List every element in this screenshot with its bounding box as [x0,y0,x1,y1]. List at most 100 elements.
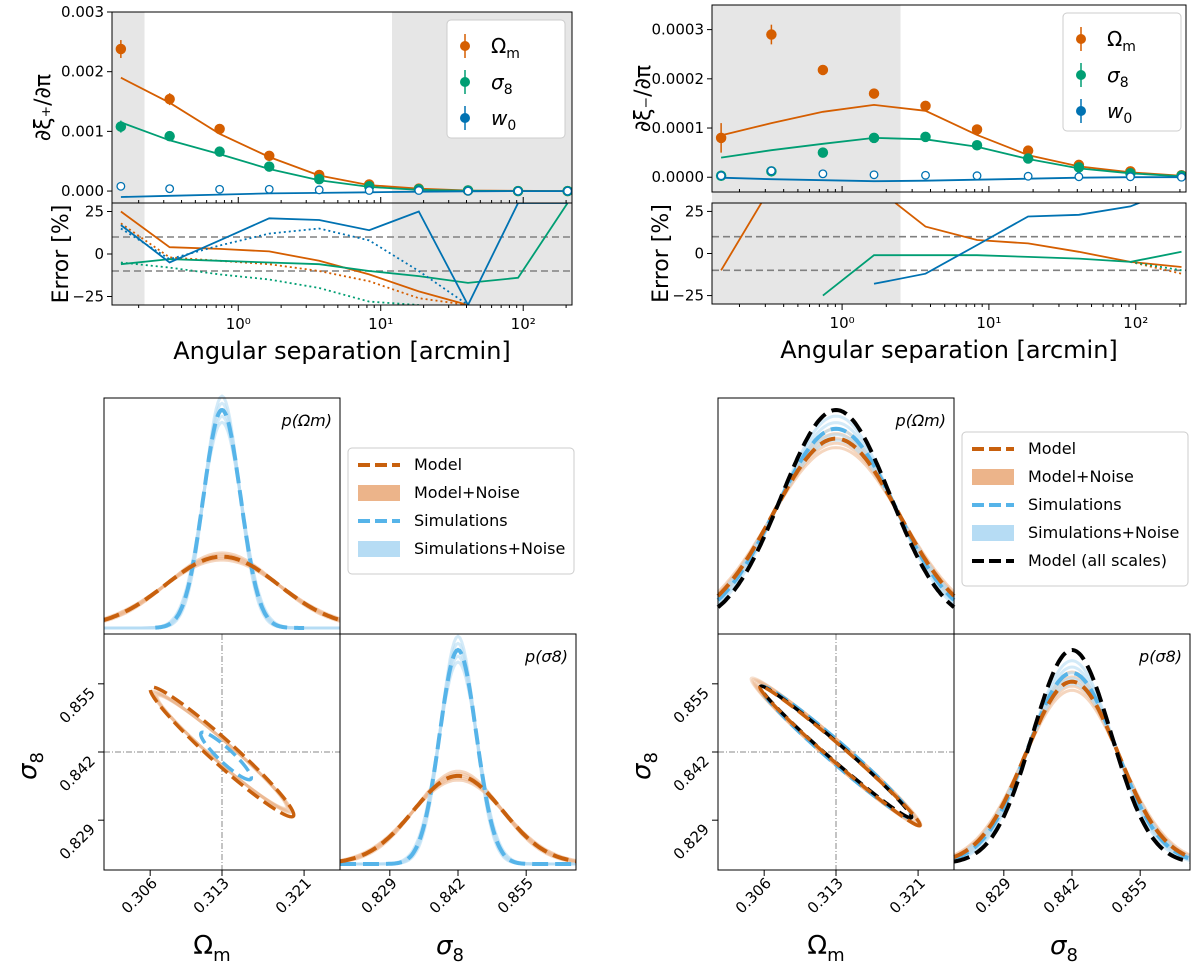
legend-label: Simulations+Noise [1028,523,1179,542]
sigma-tick-label: 0.829 [358,874,401,917]
data-point-w0 [972,171,982,181]
x-label-sigma: σ8 [436,931,464,966]
sigma-tick-label: 0.842 [1040,874,1083,917]
simulations-curve [155,407,305,630]
xtick-label: 10² [511,315,536,333]
model-curve [716,436,956,598]
ytick-label: 0 [94,245,104,263]
posterior-sigma [953,647,1191,864]
axes-frame [339,633,577,871]
error-plot [120,203,569,305]
data-point-sigma [868,132,880,144]
model-all-scales-curve [716,407,956,609]
sigma-tick-label: 0.855 [1108,874,1151,917]
simulations-curve [340,647,576,866]
data-point-sigma [164,130,175,142]
panel-xi_plus: 0.000 0.001 0.002 0.003 25 0 −25 10⁰ 10¹ 10²Angul… [31,3,573,365]
model-line-omega [720,103,1182,177]
data-point-w0 [869,170,879,180]
simulations-ellipse [198,730,254,782]
sim-noise-curve [104,408,340,630]
posterior-sigma [339,634,577,866]
legend-label-omega: Ωm [491,34,520,62]
data-point-omega [766,29,777,40]
data-point-sigma [214,146,225,157]
model-noise-curve [953,688,1191,857]
x-axis-label: Angular separation [arcmin] [173,337,511,365]
data-point-w0 [165,184,175,194]
xtick-label: 10² [1123,314,1148,332]
xtick-label: 10⁰ [830,314,855,332]
ytick-label: 0.002 [61,63,104,81]
y-axis-label-top: ∂ξ₊/∂π [31,74,56,141]
data-point-sigma [115,121,127,132]
data-point-omega [164,93,175,105]
legend-marker-omega [1076,34,1086,44]
corner-corner_right: p(Ωm) p(σ8) 0.306 0.313 0.321 0.829 0.829 0.842… [627,397,1191,966]
y-axis-label-bottom: Error [%] [649,204,674,303]
model-all-scales-curve [953,647,1191,864]
legend-label-w0: w0 [1107,99,1132,127]
data-point-sigma [1073,162,1085,173]
legend-marker-w0 [460,113,470,123]
data-point-w0 [921,170,930,180]
y-label-sigma: σ8 [627,752,662,780]
sigma-ytick-label: 0.855 [670,684,713,727]
ytick-label: −25 [72,288,104,306]
legend-label: Model [414,455,462,474]
model-line-w0 [721,176,1182,183]
model-noise-curve [103,551,341,623]
data-point-w0 [1023,171,1033,181]
data-point-w0 [215,184,225,194]
model-noise-ellipse [153,691,291,813]
sim-noise-curve [104,414,340,630]
data-point-omega [868,88,880,99]
posterior-omega [103,394,341,630]
y-label-sigma-text: σ8 [13,752,48,780]
legend: Ωm σ8 w0 [446,19,566,139]
data-point-sigma [313,173,325,185]
data-point-w0 [1177,172,1186,182]
legend-marker-sigma [460,77,470,87]
data-point-w0 [116,181,126,191]
data-point-w0 [314,185,324,195]
sim-noise-curve [340,654,576,866]
sigma-tick-label: 0.855 [494,874,537,917]
data-point-omega [115,43,127,55]
omega-tick-label: 0.321 [886,874,929,917]
sigma-ytick-label: 0.842 [670,752,713,795]
x-axis-label: Angular separation [arcmin] [780,336,1118,364]
simulations-curve [716,426,956,602]
xtick-label: 10¹ [368,315,393,333]
legend-label: Model [1028,439,1076,458]
data-point-w0 [818,169,828,179]
legend-label-sigma: σ8 [491,70,513,98]
data-point-w0 [766,166,776,176]
ytick-label: 25 [685,202,704,220]
legend-box [347,447,575,575]
ytick-label: 0 [694,245,704,263]
diag-label-omega: p(Ωm) [895,411,946,430]
legend-marker-omega [460,41,470,51]
x-label-sigma: σ8 [1050,931,1078,966]
model-curve [339,773,577,864]
data-point-omega [214,123,225,135]
sim-noise-curve [340,634,576,866]
sim-noise-curve [716,438,956,597]
data-point-sigma [263,161,275,172]
legend-box [446,19,566,139]
data-point-omega [817,64,829,76]
error-plot [720,203,1182,297]
ytick-label: 0.0001 [652,119,705,137]
ytick-label: −25 [672,287,704,305]
ytick-label: 0.001 [61,122,104,140]
data-point-w0 [264,184,274,194]
sigma-ytick-label: 0.829 [56,820,99,863]
error-line-w0 [873,203,1142,285]
legend-box [1062,12,1182,132]
data-point-w0 [364,186,374,195]
omega-tick-label: 0.313 [804,874,847,917]
error-dotted-line-omega [1130,261,1182,275]
legend-box [961,431,1189,587]
model-noise-curve [103,553,341,623]
